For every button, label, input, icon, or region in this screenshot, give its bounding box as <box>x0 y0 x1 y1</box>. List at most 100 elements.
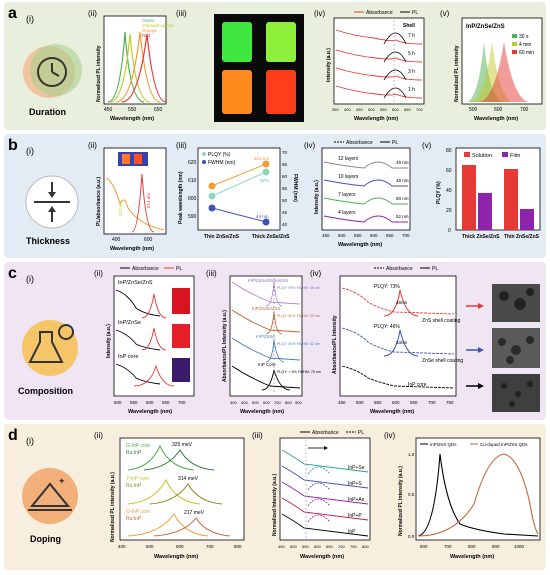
ylabel: Intensity (a.u.) <box>314 180 320 214</box>
tick: 650 <box>162 400 170 405</box>
energy-217: 217 meV <box>184 510 205 516</box>
legend-green: Green <box>142 18 155 23</box>
xlabel: Wavelength (nm) <box>110 116 154 122</box>
label-1: InP/ZnSe/ZnSe/ZnS <box>248 278 288 283</box>
chart-b-ii: 521 nm 614 nm 400 600 Wavelength (nm) PL… <box>96 147 167 252</box>
panel-d-ii-label: (ii) <box>94 431 103 440</box>
zns-shell-coating: ZnS shell coating <box>422 318 461 324</box>
chart-c-ii: Absorbance PL InP/ZnSe/ZnS InP/ZnSe InP … <box>106 266 195 415</box>
label-ru: Ru:InP <box>126 483 142 489</box>
category: Thick ZnSe/ZnS <box>252 234 290 240</box>
legend-60min: 60 min <box>519 50 534 56</box>
label-10-layers: 10 layers <box>338 174 359 180</box>
tick: 450 <box>322 233 330 238</box>
tick: 800 <box>468 544 476 549</box>
legend-pl: PL <box>176 266 182 272</box>
tick: 300 <box>230 400 237 405</box>
panel-b-iv-label: (iv) <box>304 141 315 150</box>
tick: 500 <box>114 400 122 405</box>
row-a-title: Duration <box>29 107 66 117</box>
row-b-figure: b (i) Thickness (ii) 521 nm 614 nm 400 6… <box>8 137 541 252</box>
point <box>262 218 270 226</box>
ylabel: Absorbance/PL Intensity <box>332 315 338 374</box>
point <box>208 192 216 200</box>
row-c-figure: c (i) Composition (ii) Absorbance PL InP… <box>8 265 540 415</box>
label-ru: Ru:InP <box>126 450 142 456</box>
panel-a-iii-label: (iii) <box>176 9 187 18</box>
tick: 600 <box>263 400 270 405</box>
panel-b-ii-label: (ii) <box>88 141 97 150</box>
legend-pl: PL <box>412 10 418 16</box>
label-5h: 5 h <box>408 51 415 57</box>
chart-d-ii: G-InP core Ru:InP Y-InP core Ru:InP O-In… <box>110 437 245 560</box>
row-d-roman: (i) <box>26 436 34 446</box>
xlabel: Wavelength (nm) <box>338 242 382 248</box>
ylabel: PL/absorbance (a.u.) <box>96 176 102 226</box>
xlabel: Wavelength (nm) <box>128 409 172 415</box>
tick: 60 <box>446 168 452 174</box>
tick: 0.0 <box>408 534 415 539</box>
tick: 900 <box>295 400 302 405</box>
panel-b-v-label: (v) <box>422 141 432 150</box>
label-inp-p: InP+P <box>348 513 362 519</box>
panel-c-iv-label: (iv) <box>310 269 321 278</box>
row-d-title: Doping <box>30 534 61 544</box>
tick: 55 <box>282 186 288 191</box>
tick: 500 <box>146 544 154 549</box>
legend-absorbance: Absorbance <box>366 10 393 16</box>
tick: 70 <box>282 150 288 155</box>
chart-b-v: Solution Film 0 20 40 60 80 Thick ZnSe/Z… <box>436 147 541 240</box>
panel-a-v-label: (v) <box>440 9 450 18</box>
bar-film-0 <box>478 193 492 230</box>
chart-d-iv: InP/ZnS QDs Cu-doped InP/ZnS QDs 0.0 0.5… <box>398 437 541 560</box>
legend-pl: PL <box>358 430 364 436</box>
chart-c-iv: Absorbance PL PLQY: 73% 48nm PLQY: 46% 5… <box>332 266 463 415</box>
note: PLQY: 40% FWHM: 52 nm <box>277 342 320 346</box>
tick: 800 <box>362 544 369 549</box>
label-inp-core: InP core <box>118 354 138 360</box>
tick: 610 <box>188 178 197 184</box>
legend-orange: Orange <box>142 28 158 33</box>
label-o-core: O-InP core <box>126 509 150 515</box>
legend-absorbance: Absorbance <box>312 430 339 436</box>
tick: 650 <box>154 107 163 113</box>
row-c-roman: (i) <box>26 274 34 284</box>
label-2: InP/ZnSe/ZnS <box>252 306 280 311</box>
tick: 600 <box>420 544 428 549</box>
ylabel: Normalized PL Intensity (a.u.) <box>398 466 404 536</box>
chart-b-iv: Absorbance PL 12 layers 10 layers 7 laye… <box>314 140 411 248</box>
label-4-layers: 4 layers <box>338 210 356 216</box>
tick: 400 <box>118 544 126 549</box>
legend-yellowgreen: Yellowish green <box>142 23 174 28</box>
znse-shell-coating: ZnSe shell coating <box>422 358 463 364</box>
category: Thin ZnSe/ZnS <box>204 234 240 240</box>
annotation-614: 614 nm <box>146 193 151 208</box>
row-letter-d: d <box>8 427 18 444</box>
tem-images <box>466 284 540 412</box>
label-inp-znse: InP/ZnSe <box>118 320 141 326</box>
panel-b-iii-label: (iii) <box>176 141 187 150</box>
ylabel: Normalized PL intensity <box>454 45 460 102</box>
label-12-layers: 12 layers <box>338 156 359 162</box>
xlabel: Wavelength (nm) <box>474 116 518 122</box>
ylabel: Intensity (a.u.) <box>106 324 112 358</box>
tick: 600 <box>176 544 184 549</box>
tick: 700 <box>402 233 410 238</box>
chart-a-v: InP/ZnSe/ZnS 30 s 4 min 60 min 500 600 7… <box>454 17 543 122</box>
chart-c-iii: InP/ZnSe/ZnSe/ZnS InP/ZnSe/ZnS InP/ZnSe … <box>222 275 321 415</box>
ylabel: Intensity (a.u.) <box>326 48 332 82</box>
tick: 650 <box>404 107 411 112</box>
category: Thick ZnSe/ZnS <box>462 234 500 240</box>
tick: 900 <box>492 544 500 549</box>
row-b-title: Thickness <box>26 236 70 246</box>
label-7-layers: 7 layers <box>338 192 356 198</box>
tick: 600 <box>146 400 154 405</box>
tick: 600 <box>144 237 153 243</box>
label-3h: 3 h <box>408 69 415 75</box>
row-a-roman: (i) <box>26 14 34 24</box>
tick: 400 <box>344 107 351 112</box>
tick: 350 <box>332 107 339 112</box>
chart-a-iv: Absorbance PL Shell 7 h 5 h 3 h 1 h 350 … <box>326 10 425 122</box>
tick: 400 <box>241 400 248 405</box>
xlabel: Wavelength (nm) <box>240 409 284 415</box>
